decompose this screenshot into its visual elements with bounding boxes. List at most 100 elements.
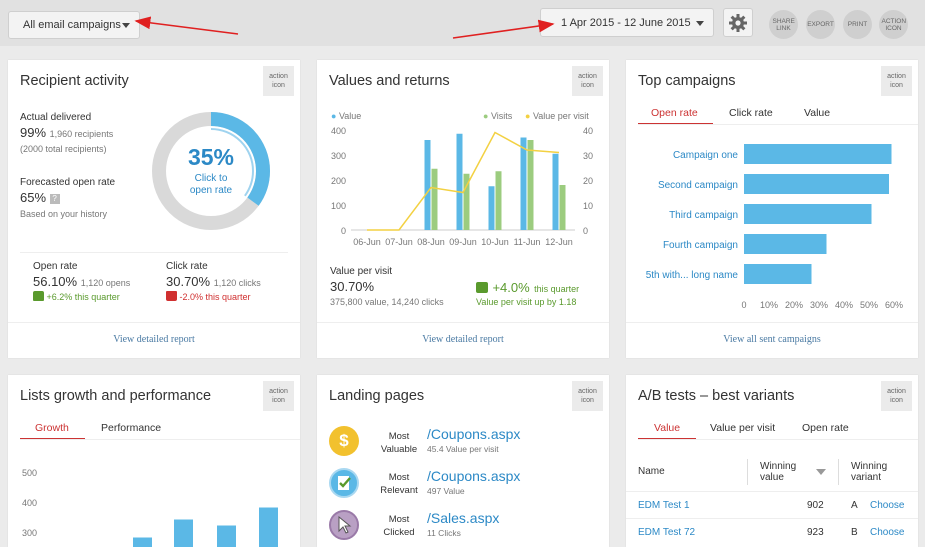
winning-variant: A	[851, 500, 858, 511]
chevron-down-icon	[696, 20, 704, 26]
winning-value: 902	[807, 500, 824, 511]
y-tick-label: 100	[331, 201, 346, 211]
ab-tests-card: A/B tests – best variants action icon Va…	[626, 375, 918, 547]
bar-visits	[495, 171, 502, 230]
print-label: PRINT	[847, 21, 868, 28]
campaign-bar	[744, 234, 827, 254]
view-detailed-report-link[interactable]: View detailed report	[8, 322, 300, 358]
x-tick-label: 11-Jun	[514, 237, 541, 247]
card-action-button[interactable]: action icon	[881, 66, 912, 96]
landing-label-line2: Valuable	[380, 444, 418, 455]
x-tick-label: 20%	[785, 300, 803, 310]
vpv-up-note: Value per visit up by 1.18	[476, 297, 577, 307]
test-name-link[interactable]: EDM Test 72	[638, 527, 696, 538]
sort-down-icon[interactable]	[816, 469, 826, 475]
x-tick-label: 0	[741, 300, 746, 310]
x-tick-label: 06-Jun	[353, 237, 381, 247]
bar-visits	[463, 173, 470, 230]
tab-open-rate[interactable]: Open rate	[651, 107, 698, 119]
click-rate-count: 1,120 clicks	[213, 278, 261, 288]
campaign-bar	[744, 264, 812, 284]
y-tick-label: 300	[331, 151, 346, 161]
top-campaigns-card: Top campaigns action icon Open rate Clic…	[626, 60, 918, 358]
landing-item-label: Most Valuable	[377, 430, 421, 456]
tab-performance[interactable]: Performance	[101, 422, 162, 434]
date-range-select[interactable]: 1 Apr 2015 - 12 June 2015	[540, 8, 714, 37]
winning-value: 923	[807, 527, 824, 538]
campaign-select[interactable]: All email campaigns	[8, 11, 140, 39]
open-rate-row: 56.10% 1,120 opens	[33, 274, 130, 289]
col-header-winning-value[interactable]: Winning value	[760, 461, 796, 483]
open-rate-count: 1,120 opens	[80, 278, 131, 288]
card-action-button[interactable]: action icon	[572, 66, 603, 96]
card-title: Values and returns	[329, 73, 450, 89]
settings-button[interactable]	[723, 8, 753, 37]
click-rate-value: 30.70%	[166, 274, 211, 289]
share-link-label: SHARE LINK	[772, 17, 795, 32]
help-icon[interactable]: ?	[49, 193, 60, 204]
x-tick-label: 60%	[885, 300, 903, 310]
y2-tick-label: 0	[583, 226, 588, 236]
y-tick-label: 400	[331, 126, 346, 136]
lists-growth-card: Lists growth and performance action icon…	[8, 375, 300, 547]
y-tick-label: 200	[331, 176, 346, 186]
donut-chart[interactable]	[150, 110, 272, 232]
growth-bar	[259, 507, 278, 547]
legend-value-label: Value	[338, 111, 362, 121]
tab-value[interactable]: Value	[804, 107, 831, 119]
donut-line1: Click to	[194, 173, 228, 184]
export-button[interactable]: EXPORT	[806, 10, 835, 39]
campaign-select-value: All email campaigns	[23, 19, 121, 31]
click-rate-change-row: -2.0% this quarter	[166, 291, 251, 302]
y-tick-label: 0	[341, 226, 346, 236]
forecast-value-row: 65% ?	[20, 190, 60, 205]
cursor-icon	[329, 510, 359, 540]
campaign-bar	[744, 174, 889, 194]
x-tick-label: 50%	[860, 300, 878, 310]
tab-open-rate[interactable]: Open rate	[802, 422, 849, 434]
tab-growth[interactable]: Growth	[35, 422, 69, 434]
card-action-button[interactable]: action icon	[881, 381, 912, 411]
chevron-down-icon	[122, 23, 130, 28]
landing-page-link[interactable]: /Sales.aspx	[427, 510, 500, 526]
landing-page-detail: 45.4 Value per visit	[427, 444, 499, 454]
landing-page-link[interactable]: /Coupons.aspx	[427, 426, 521, 442]
card-action-button[interactable]: action icon	[572, 381, 603, 411]
growth-bar	[174, 519, 193, 547]
card-action-button[interactable]: action icon	[263, 66, 294, 96]
bar-value	[552, 153, 559, 230]
tab-click-rate[interactable]: Click rate	[729, 107, 773, 119]
tab-value-per-visit[interactable]: Value per visit	[710, 422, 776, 434]
y2-tick-label: 20	[583, 176, 593, 186]
bar-value	[424, 140, 431, 230]
test-name-link[interactable]: EDM Test 1	[638, 500, 690, 511]
share-link-button[interactable]: SHARE LINK	[769, 10, 798, 39]
open-rate-value: 56.10%	[33, 274, 78, 289]
bar-value	[488, 186, 495, 230]
x-tick-label: 40%	[835, 300, 853, 310]
y2-tick-label: 40	[583, 126, 593, 136]
action-icon-label: ACTION ICON	[881, 17, 907, 32]
y-tick-label: 400	[22, 498, 37, 508]
legend-dot: ●	[483, 111, 489, 121]
bar-value	[456, 133, 463, 230]
x-tick-label: 30%	[810, 300, 828, 310]
landing-label-line2: Relevant	[380, 485, 418, 496]
landing-page-link[interactable]: /Coupons.aspx	[427, 468, 521, 484]
choose-link[interactable]: Choose	[870, 527, 905, 538]
tab-value[interactable]: Value	[654, 422, 681, 434]
thumbs-up-icon	[33, 291, 44, 301]
choose-link[interactable]: Choose	[870, 500, 905, 511]
action-icon-button[interactable]: ACTION ICON	[879, 10, 908, 39]
vpv-value: 30.70%	[330, 279, 375, 294]
card-action-button[interactable]: action icon	[263, 381, 294, 411]
vpv-detail: 375,800 value, 14,240 clicks	[330, 297, 444, 307]
view-all-sent-campaigns-link[interactable]: View all sent campaigns	[626, 322, 918, 358]
print-button[interactable]: PRINT	[843, 10, 872, 39]
delivered-recipients: 1,960 recipients	[49, 129, 114, 139]
category-label: Campaign one	[673, 150, 738, 161]
col-header-winning-variant: Winning variant	[851, 461, 887, 483]
forecast-note: Based on your history	[20, 209, 108, 219]
view-detailed-report-link[interactable]: View detailed report	[317, 322, 609, 358]
donut-arc	[152, 112, 270, 230]
